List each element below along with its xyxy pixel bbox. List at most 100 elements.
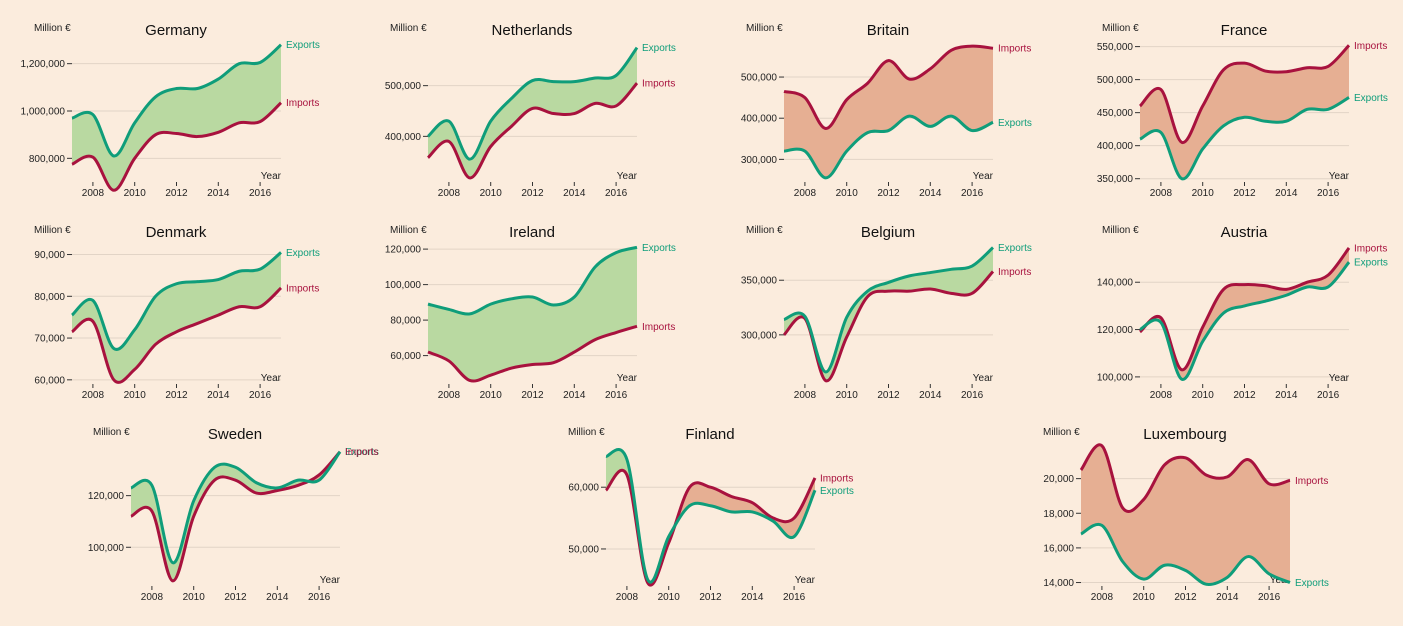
x-tick-label: 2008 xyxy=(141,592,164,603)
unit-label: Million € xyxy=(34,23,71,34)
chart-title: Germany xyxy=(145,22,207,39)
chart-title: Netherlands xyxy=(492,22,573,39)
y-tick-label: 550,000 xyxy=(1097,42,1134,53)
exports-line xyxy=(1080,522,1291,586)
x-axis-label: Year xyxy=(795,575,816,586)
imports-label: Imports xyxy=(286,283,319,294)
x-tick-label: 2010 xyxy=(658,592,681,603)
y-tick-label: 500,000 xyxy=(385,81,422,92)
imports-label: Imports xyxy=(286,98,319,109)
x-tick-label: 2016 xyxy=(1258,592,1281,603)
y-tick-label: 300,000 xyxy=(741,330,778,341)
imports-label: Imports xyxy=(642,322,675,333)
imports-line xyxy=(782,270,995,383)
chart-title: Austria xyxy=(1221,224,1268,241)
chart-title: France xyxy=(1221,22,1268,39)
imports-label: Imports xyxy=(1354,41,1387,52)
exports-label: Exports xyxy=(345,447,379,458)
exports-line xyxy=(130,450,342,565)
exports-line xyxy=(426,46,639,161)
x-axis-label: Year xyxy=(1329,171,1350,182)
y-tick-label: 400,000 xyxy=(385,132,422,143)
x-tick-label: 2012 xyxy=(1233,188,1256,199)
x-tick-label: 2016 xyxy=(605,188,628,199)
x-axis-label: Year xyxy=(617,373,638,384)
x-tick-label: 2008 xyxy=(82,188,105,199)
x-tick-label: 2014 xyxy=(266,592,289,603)
x-tick-label: 2016 xyxy=(249,390,272,401)
chart-title: Belgium xyxy=(861,224,915,241)
deficit-area xyxy=(1081,444,1290,585)
x-tick-label: 2008 xyxy=(616,592,639,603)
unit-label: Million € xyxy=(568,427,605,438)
unit-label: Million € xyxy=(34,225,71,236)
exports-line xyxy=(1139,96,1350,181)
chart-sweden: Sweden Million € 100,000 120,000 2008 2010 201… xyxy=(88,426,379,603)
x-tick-label: 2016 xyxy=(1317,188,1340,199)
exports-label: Exports xyxy=(286,40,320,51)
x-tick-label: 2010 xyxy=(124,390,147,401)
imports-label: Imports xyxy=(820,473,853,484)
x-axis-label: Year xyxy=(617,171,638,182)
unit-label: Million € xyxy=(1043,427,1080,438)
x-tick-label: 2014 xyxy=(1275,188,1298,199)
exports-label: Exports xyxy=(998,118,1032,129)
chart-title: Finland xyxy=(685,426,734,443)
y-tick-label: 100,000 xyxy=(385,280,422,291)
x-tick-label: 2016 xyxy=(605,390,628,401)
unit-label: Million € xyxy=(746,225,783,236)
surplus-area xyxy=(1140,247,1349,370)
unit-label: Million € xyxy=(1102,225,1139,236)
imports-line xyxy=(1079,443,1291,513)
y-tick-label: 60,000 xyxy=(568,483,599,494)
deficit-area xyxy=(1140,45,1349,179)
y-tick-label: 400,000 xyxy=(1097,141,1134,152)
exports-line xyxy=(71,43,283,158)
y-tick-label: 500,000 xyxy=(741,73,778,84)
y-tick-label: 14,000 xyxy=(1043,578,1074,589)
x-tick-label: 2008 xyxy=(794,390,817,401)
x-tick-label: 2010 xyxy=(836,390,859,401)
imports-line xyxy=(427,324,638,383)
x-axis-label: Year xyxy=(320,575,341,586)
exports-label: Exports xyxy=(1295,578,1329,589)
x-tick-label: 2010 xyxy=(1192,390,1215,401)
chart-title: Britain xyxy=(867,22,910,39)
exports-line xyxy=(427,245,638,316)
y-tick-label: 120,000 xyxy=(385,245,422,256)
chart-denmark: Denmark Million € 60,000 70,000 80,000 90,000… xyxy=(34,224,320,401)
x-tick-label: 2016 xyxy=(961,390,984,401)
x-tick-label: 2010 xyxy=(1133,592,1156,603)
chart-ireland: Ireland Million € 60,000 80,000 100,000 120,0… xyxy=(385,224,676,401)
x-tick-label: 2008 xyxy=(82,390,105,401)
x-tick-label: 2010 xyxy=(480,390,503,401)
chart-belgium: Belgium Million € 300,000 350,000 2008 2010 20… xyxy=(741,224,1032,401)
x-tick-label: 2008 xyxy=(1150,188,1173,199)
chart-germany: Germany Million € 800,000 1,000,000 1,200,00… xyxy=(21,22,320,199)
exports-label: Exports xyxy=(998,243,1032,254)
y-tick-label: 60,000 xyxy=(390,351,421,362)
x-tick-label: 2016 xyxy=(308,592,331,603)
x-tick-label: 2014 xyxy=(741,592,764,603)
unit-label: Million € xyxy=(390,225,427,236)
exports-label: Exports xyxy=(642,243,676,254)
chart-title: Denmark xyxy=(146,224,207,241)
y-tick-label: 80,000 xyxy=(34,292,65,303)
x-tick-label: 2012 xyxy=(877,390,900,401)
x-tick-label: 2010 xyxy=(480,188,503,199)
surplus-area xyxy=(131,451,340,581)
x-tick-label: 2010 xyxy=(124,188,147,199)
y-tick-label: 100,000 xyxy=(1097,372,1134,383)
chart-netherlands: Netherlands Million € 400,000 500,000 2008 20… xyxy=(385,22,676,199)
x-tick-label: 2016 xyxy=(1317,390,1340,401)
x-tick-label: 2008 xyxy=(794,188,817,199)
exports-label: Exports xyxy=(1354,258,1388,269)
imports-label: Imports xyxy=(642,79,675,90)
chart-title: Luxembourg xyxy=(1143,426,1226,443)
chart-luxembourg: Luxembourg Million € 14,000 16,000 18,000 20,… xyxy=(1043,426,1329,603)
exports-label: Exports xyxy=(642,43,676,54)
unit-label: Million € xyxy=(93,427,130,438)
surplus-area xyxy=(72,252,281,383)
x-tick-label: 2012 xyxy=(877,188,900,199)
y-tick-label: 140,000 xyxy=(1097,278,1134,289)
